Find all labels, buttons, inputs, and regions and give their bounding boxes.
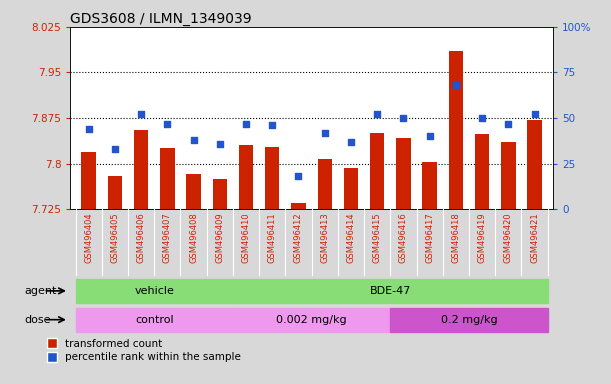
Point xyxy=(451,82,461,88)
Text: GSM496420: GSM496420 xyxy=(504,213,513,263)
Point xyxy=(372,111,382,118)
Legend: transformed count, percentile rank within the sample: transformed count, percentile rank withi… xyxy=(48,339,241,362)
Bar xyxy=(291,203,306,209)
Bar xyxy=(501,142,516,209)
Text: 0.002 mg/kg: 0.002 mg/kg xyxy=(276,314,347,325)
Point xyxy=(241,121,251,127)
Text: GSM496419: GSM496419 xyxy=(478,213,486,263)
Text: GSM496411: GSM496411 xyxy=(268,213,277,263)
Text: GSM496415: GSM496415 xyxy=(373,213,382,263)
Bar xyxy=(76,308,233,332)
Bar xyxy=(213,179,227,209)
Point xyxy=(163,121,172,127)
Point xyxy=(398,115,408,121)
Point xyxy=(84,126,93,132)
Text: GSM496406: GSM496406 xyxy=(137,213,145,263)
Bar xyxy=(527,120,542,209)
Bar xyxy=(396,137,411,209)
Text: GSM496410: GSM496410 xyxy=(241,213,251,263)
Text: GSM496416: GSM496416 xyxy=(399,213,408,263)
Bar xyxy=(76,279,233,303)
Bar xyxy=(233,279,547,303)
Text: vehicle: vehicle xyxy=(134,286,174,296)
Point xyxy=(425,133,434,139)
Text: GSM496405: GSM496405 xyxy=(111,213,119,263)
Text: agent: agent xyxy=(24,286,57,296)
Bar xyxy=(233,308,390,332)
Bar xyxy=(475,134,489,209)
Bar xyxy=(108,176,122,209)
Text: GDS3608 / ILMN_1349039: GDS3608 / ILMN_1349039 xyxy=(70,12,252,26)
Point xyxy=(268,122,277,129)
Point xyxy=(346,139,356,145)
Point xyxy=(530,111,540,118)
Bar xyxy=(318,159,332,209)
Bar xyxy=(390,308,547,332)
Bar xyxy=(422,162,437,209)
Point xyxy=(477,115,487,121)
Point xyxy=(294,174,304,180)
Text: GSM496417: GSM496417 xyxy=(425,213,434,263)
Bar xyxy=(344,168,358,209)
Text: GSM496407: GSM496407 xyxy=(163,213,172,263)
Point xyxy=(503,121,513,127)
Bar xyxy=(186,174,201,209)
Point xyxy=(320,130,329,136)
Bar xyxy=(370,133,384,209)
Text: 0.2 mg/kg: 0.2 mg/kg xyxy=(441,314,497,325)
Bar xyxy=(81,152,96,209)
Text: GSM496408: GSM496408 xyxy=(189,213,198,263)
Point xyxy=(189,137,199,143)
Point xyxy=(136,111,146,118)
Text: GSM496412: GSM496412 xyxy=(294,213,303,263)
Bar xyxy=(160,149,175,209)
Bar xyxy=(448,51,463,209)
Point xyxy=(215,141,225,147)
Bar xyxy=(239,146,253,209)
Text: GSM496414: GSM496414 xyxy=(346,213,356,263)
Text: control: control xyxy=(135,314,174,325)
Text: BDE-47: BDE-47 xyxy=(370,286,411,296)
Text: GSM496404: GSM496404 xyxy=(84,213,93,263)
Text: GSM496421: GSM496421 xyxy=(530,213,539,263)
Text: GSM496418: GSM496418 xyxy=(452,213,461,263)
Bar xyxy=(265,147,279,209)
Text: dose: dose xyxy=(24,314,51,325)
Text: GSM496413: GSM496413 xyxy=(320,213,329,263)
Text: GSM496409: GSM496409 xyxy=(215,213,224,263)
Bar xyxy=(134,130,148,209)
Point xyxy=(110,146,120,152)
